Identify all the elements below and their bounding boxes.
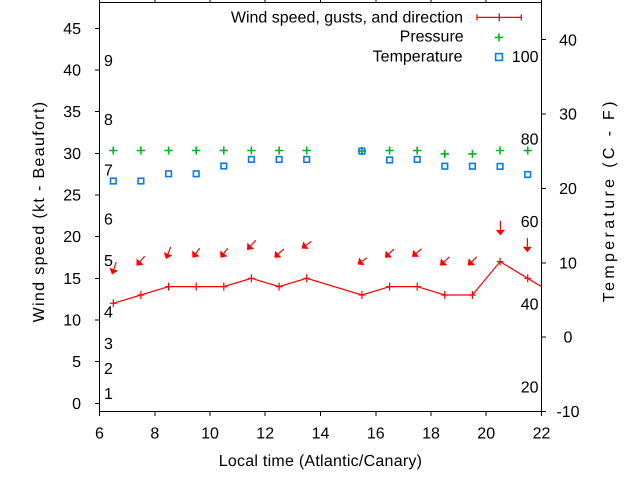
svg-text:18: 18 [422,426,440,443]
svg-text:60: 60 [521,214,539,231]
svg-text:8: 8 [104,112,113,129]
svg-text:40: 40 [63,63,81,80]
svg-text:35: 35 [63,104,81,121]
svg-text:10: 10 [63,313,81,330]
svg-text:Temperature (C - F): Temperature (C - F) [601,98,618,302]
svg-text:7: 7 [104,162,113,179]
svg-text:0: 0 [72,396,81,413]
svg-text:16: 16 [367,426,385,443]
svg-text:20: 20 [559,181,577,198]
svg-text:10: 10 [559,255,577,272]
svg-text:6: 6 [95,426,104,443]
svg-text:22: 22 [533,426,551,443]
svg-text:20: 20 [521,379,539,396]
svg-text:Local time (Atlantic/Canary): Local time (Atlantic/Canary) [219,453,423,470]
svg-text:0: 0 [564,330,573,347]
svg-text:8: 8 [150,426,159,443]
svg-text:30: 30 [63,146,81,163]
svg-text:2: 2 [104,361,113,378]
svg-text:40: 40 [559,32,577,49]
svg-text:20: 20 [477,426,495,443]
svg-text:25: 25 [63,188,81,205]
svg-text:10: 10 [201,426,219,443]
svg-text:12: 12 [256,426,274,443]
svg-text:Temperature: Temperature [373,49,463,66]
svg-text:3: 3 [104,336,113,353]
svg-text:Wind speed (kt - Beaufort): Wind speed (kt - Beaufort) [31,101,48,323]
svg-text:Wind speed, gusts, and directi: Wind speed, gusts, and direction [231,9,463,26]
svg-text:100: 100 [512,49,539,66]
svg-text:Pressure: Pressure [400,29,464,46]
svg-text:15: 15 [63,271,81,288]
svg-text:4: 4 [104,305,113,322]
svg-text:-10: -10 [556,404,579,421]
svg-text:30: 30 [559,107,577,124]
svg-text:1: 1 [104,386,113,403]
svg-text:9: 9 [104,53,113,70]
svg-text:5: 5 [104,253,113,270]
svg-text:14: 14 [312,426,330,443]
svg-text:40: 40 [521,297,539,314]
svg-text:5: 5 [72,354,81,371]
svg-text:20: 20 [63,229,81,246]
svg-text:6: 6 [104,211,113,228]
svg-text:80: 80 [521,131,539,148]
svg-text:45: 45 [63,21,81,38]
